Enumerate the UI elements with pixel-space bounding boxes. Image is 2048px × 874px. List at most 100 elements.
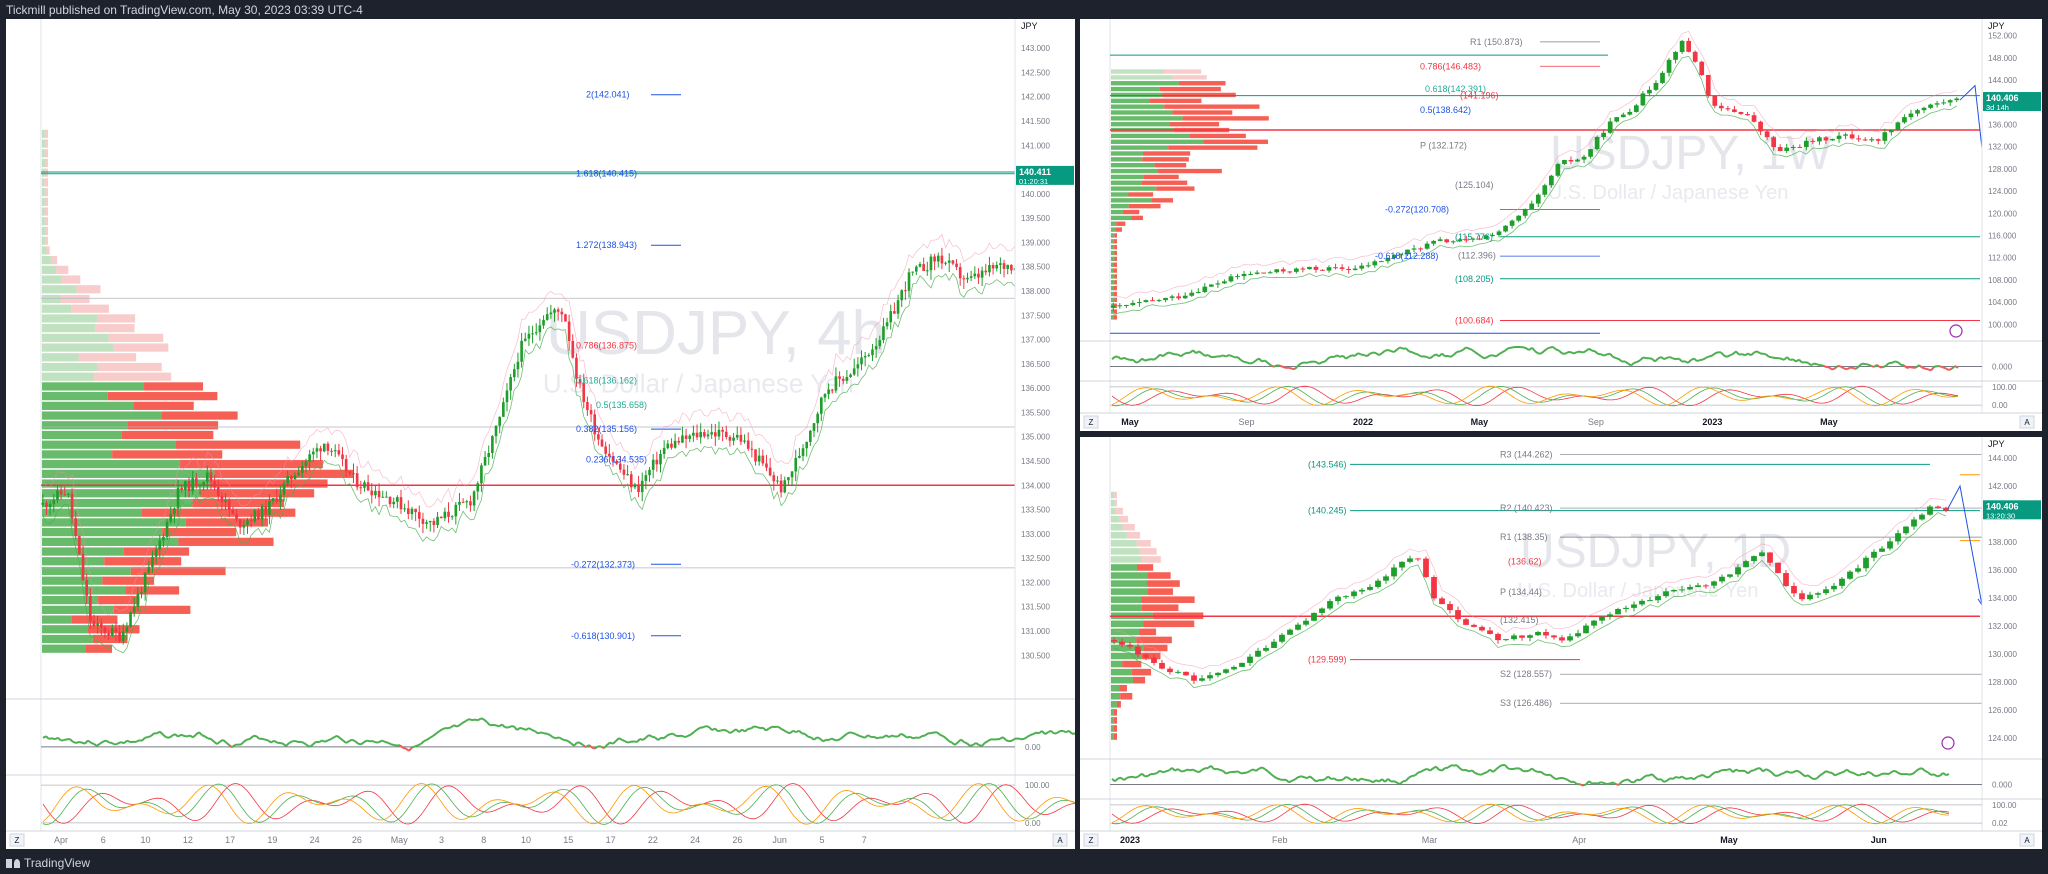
- oscillator-line: [246, 737, 251, 741]
- oscillator-line: [1699, 774, 1704, 777]
- volume-profile-down: [44, 207, 48, 216]
- oscillator-line: [1156, 769, 1161, 774]
- candle-body: [1543, 632, 1549, 636]
- oscillator-line: [1918, 767, 1923, 770]
- candle-body: [1727, 574, 1733, 577]
- oscillator-line: [1855, 773, 1860, 777]
- oscillator-line: [1951, 365, 1956, 370]
- candle-body: [692, 432, 695, 436]
- oscillator-line: [1026, 734, 1031, 738]
- candle-body: [1254, 272, 1260, 274]
- candle-body: [1631, 604, 1637, 608]
- volume-profile-down: [1139, 628, 1157, 636]
- oscillator-line: [1690, 776, 1695, 781]
- level-label: S2 (128.557): [1500, 669, 1552, 679]
- price-tick-label: 130.500: [1021, 651, 1050, 660]
- oscillator-line: [171, 733, 176, 737]
- chart-panel-1w[interactable]: USDJPY, 1W U.S. Dollar / Japanese Yen R1 (…: [1080, 19, 2042, 431]
- price-tick-label: 133.000: [1021, 530, 1050, 539]
- volume-profile-up: [1111, 186, 1157, 191]
- volume-profile-down: [1113, 709, 1117, 716]
- oscillator-line: [1294, 776, 1299, 781]
- volume-profile-up: [1111, 604, 1142, 611]
- candle-body: [560, 311, 564, 315]
- oscillator-line: [1276, 777, 1281, 781]
- oscillator-line: [876, 736, 881, 740]
- oscillator-line: [1525, 347, 1530, 351]
- oscillator-line: [414, 744, 419, 748]
- oscillator-line: [1438, 352, 1443, 358]
- zoom-button[interactable]: [9, 833, 25, 847]
- tradingview-logo[interactable]: TradingView: [6, 856, 90, 870]
- oscillator-line: [954, 741, 959, 746]
- volume-profile-up: [42, 188, 46, 197]
- volume-profile-up: [42, 168, 45, 177]
- candle-body: [878, 340, 882, 347]
- zoom-button[interactable]: [1083, 415, 1099, 429]
- oscillator-line: [1756, 767, 1761, 770]
- oscillator-line: [1144, 358, 1149, 362]
- oscillator-line: [732, 728, 737, 733]
- oscillator-line: [537, 731, 542, 735]
- candle-body: [600, 439, 604, 447]
- volume-profile-down: [1141, 604, 1179, 611]
- candle-body: [1758, 121, 1763, 132]
- auto-scale-button[interactable]: [2019, 415, 2035, 429]
- oscillator-line: [717, 729, 722, 733]
- candle-body: [856, 364, 860, 369]
- oscillator-line: [1723, 354, 1728, 358]
- candle-body: [74, 518, 78, 537]
- oscillator-line: [1762, 352, 1767, 356]
- price-tick-label: 124.000: [1988, 187, 2017, 196]
- time-tick-label: 26: [732, 835, 742, 845]
- oscillator-line: [1651, 773, 1656, 778]
- oscillator-line: [1555, 777, 1560, 781]
- oscillator-line: [1669, 777, 1674, 780]
- oscillator-line: [1429, 355, 1434, 360]
- chart-panel-1d[interactable]: USDJPY, 1D U.S. Dollar / Japanese Yen (143…: [1080, 437, 2042, 849]
- time-tick-label: May: [1121, 417, 1139, 427]
- candle-body: [1339, 267, 1345, 269]
- zoom-button[interactable]: [1083, 833, 1099, 847]
- chart-panel-4h[interactable]: USDJPY, 4h U.S. Dollar / Japanese Yen 2(14…: [6, 19, 1075, 849]
- oscillator-line: [162, 733, 167, 739]
- volume-profile-down: [1122, 660, 1142, 668]
- oscillator-line: [1041, 730, 1046, 735]
- volume-profile-up: [42, 498, 193, 508]
- candle-body: [1516, 215, 1522, 221]
- candle-body: [1333, 267, 1338, 269]
- auto-scale-button[interactable]: [1052, 833, 1068, 847]
- oscillator-line: [1741, 353, 1746, 357]
- candle-body: [1863, 557, 1869, 569]
- oscillator-line: [1162, 770, 1167, 774]
- volume-profile-down: [1114, 256, 1117, 262]
- alert-bolt-icon[interactable]: [1949, 324, 1963, 338]
- candle-body: [1783, 573, 1789, 586]
- oscillator-line: [1528, 767, 1533, 772]
- alert-bolt-icon[interactable]: [1941, 736, 1955, 750]
- oscillator-line: [1306, 360, 1311, 364]
- oscillator-line: [1288, 366, 1293, 370]
- time-tick-label: Jun: [1871, 835, 1887, 845]
- oscillator-line: [570, 742, 575, 747]
- publish-header: Tickmill published on TradingView.com, M…: [0, 0, 2048, 18]
- candle-body: [1463, 619, 1469, 625]
- candle-body: [151, 556, 154, 568]
- volume-profile-up: [42, 615, 72, 624]
- stochastic-line: [42, 783, 1075, 825]
- oscillator-line: [1465, 769, 1470, 773]
- price-tick-label: 144.000: [1988, 76, 2017, 85]
- level-label: (136.62): [1508, 556, 1542, 566]
- candle-body: [165, 521, 169, 538]
- candle-body: [626, 474, 629, 476]
- oscillator-line: [159, 730, 164, 736]
- oscillator-line: [363, 739, 368, 743]
- auto-scale-button[interactable]: [2019, 833, 2035, 847]
- candle-body: [644, 475, 648, 481]
- volume-profile-up: [1111, 215, 1132, 221]
- candle-body: [1375, 580, 1381, 587]
- volume-profile-down: [1132, 676, 1146, 684]
- oscillator-line: [1573, 351, 1578, 355]
- oscillator-line: [1459, 348, 1464, 353]
- oscillator-line: [1729, 353, 1734, 357]
